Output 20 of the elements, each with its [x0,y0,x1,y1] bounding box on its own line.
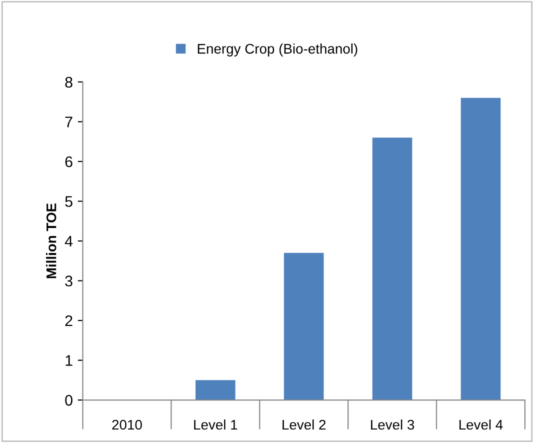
y-tick-label: 0 [65,394,72,406]
y-tick-label: 7 [65,116,72,128]
bar [372,138,412,400]
y-tick-label: 3 [65,276,72,286]
x-tick-label: Level 2 [282,419,326,430]
y-tick-label: 8 [65,76,72,88]
y-tick-label: 6 [65,156,72,168]
y-axis-title: Million TOE [46,203,56,278]
bar [196,380,236,400]
x-tick-label: 2010 [112,420,142,430]
bar [284,252,324,400]
y-tick-label: 5 [65,196,72,207]
y-tick-label: 1 [66,355,72,366]
x-tick-label: Level 4 [459,419,503,430]
x-tick-label: Level 3 [371,419,414,430]
x-tick-label: Level 1 [194,419,238,430]
y-tick-label: 4 [64,236,73,247]
bar [460,98,501,400]
legend-label: Energy Crop (Bio-ethanol) [198,44,358,56]
y-tick-label: 2 [65,315,72,326]
